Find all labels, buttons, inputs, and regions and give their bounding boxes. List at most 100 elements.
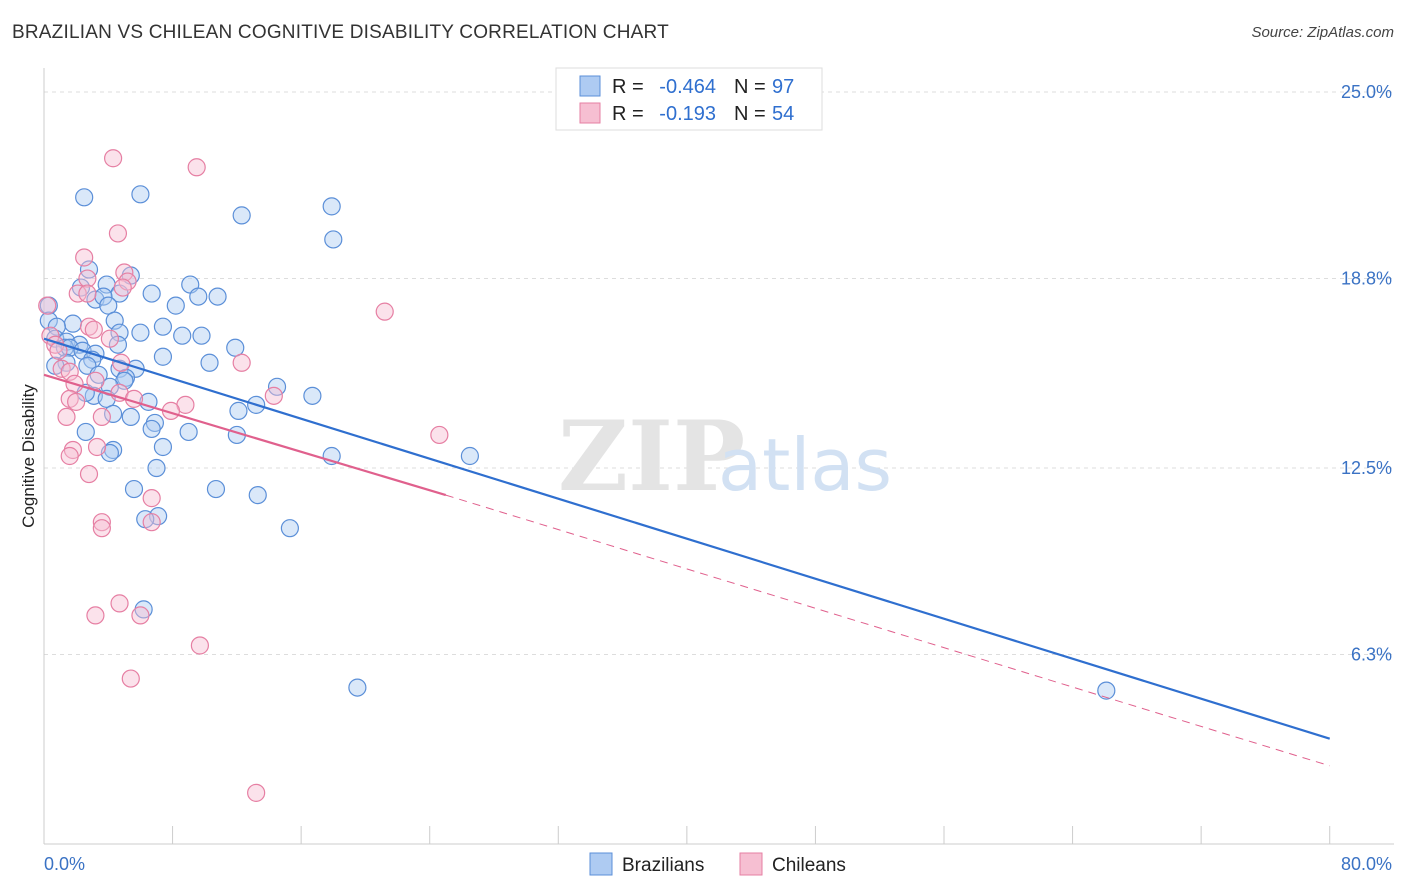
grid-layer xyxy=(44,91,1394,656)
y-tick-label: 25.0% xyxy=(1341,82,1392,102)
brazilian-point xyxy=(63,314,83,333)
x-tick-label-max: 80.0% xyxy=(1341,854,1392,874)
watermark: ZIP atlas xyxy=(558,400,892,513)
brazilian-point xyxy=(76,422,95,442)
brazilian-point xyxy=(280,519,299,538)
chilean-point xyxy=(108,224,128,243)
chilean-point xyxy=(92,513,111,532)
legend-r-value-2: -0.193 xyxy=(659,103,716,125)
legend-r-label-1: R = xyxy=(612,76,644,98)
legend-r-value-1: -0.464 xyxy=(659,76,716,98)
y-tick-label: 12.5% xyxy=(1341,458,1392,478)
legend-n-label-1: N = xyxy=(734,76,766,98)
chilean-point xyxy=(75,248,94,267)
watermark-atlas: atlas xyxy=(718,423,892,507)
source-label: Source: ZipAtlas.com xyxy=(1251,24,1394,41)
legend: R = -0.464 N = 97 R = -0.193 N = 54 xyxy=(555,67,823,131)
chilean-point xyxy=(60,446,79,466)
y-tick-label: 6.3% xyxy=(1351,645,1392,665)
chilean-point xyxy=(68,284,87,303)
chilean-point xyxy=(190,636,209,655)
chilean-point xyxy=(84,320,103,339)
bottom-legend-swatch-chileans xyxy=(739,852,763,876)
bottom-legend-chileans: Chileans xyxy=(772,855,846,876)
chilean-point xyxy=(187,158,206,177)
brazilian-point xyxy=(131,323,150,342)
chilean-point xyxy=(79,464,99,484)
brazilian-point xyxy=(192,326,211,345)
brazilian-point xyxy=(1097,681,1116,700)
chilean-point xyxy=(92,407,111,426)
brazilian-point xyxy=(142,284,161,303)
brazilian-point xyxy=(248,486,267,505)
chilean-point xyxy=(264,386,283,405)
brazilian-point xyxy=(147,458,166,478)
brazilian-point xyxy=(153,437,173,457)
chilean-point xyxy=(247,783,266,802)
brazilian-point xyxy=(179,422,198,442)
chilean-point xyxy=(67,392,86,411)
chilean-point xyxy=(113,278,132,297)
x-tick-label-min: 0.0% xyxy=(44,854,85,874)
brazilian-point xyxy=(124,479,144,499)
brazilian-point xyxy=(208,287,227,306)
chilean-trend-line xyxy=(43,373,447,497)
chilean-point xyxy=(60,362,79,381)
watermark-zip: ZIP xyxy=(558,400,745,513)
bottom-legend-brazilians: Brazilians xyxy=(622,855,704,876)
y-tick-label: 18.8% xyxy=(1341,269,1392,289)
legend-n-value-2: 54 xyxy=(772,103,794,125)
legend-swatch-chileans xyxy=(579,102,601,124)
chilean-point xyxy=(430,425,449,445)
chilean-point xyxy=(38,296,57,315)
chilean-point xyxy=(232,353,251,372)
chilean-point xyxy=(87,437,107,457)
brazilian-point xyxy=(153,317,173,336)
chilean-point xyxy=(110,594,129,613)
brazilian-point xyxy=(303,386,322,405)
brazilian-point xyxy=(105,311,124,330)
brazilian-point xyxy=(142,419,161,439)
chilean-point xyxy=(57,407,76,426)
chilean-point xyxy=(121,669,140,688)
y-axis-label: Cognitive Disability xyxy=(19,384,38,528)
legend-r-label-2: R = xyxy=(612,103,644,125)
brazilian-point xyxy=(229,401,248,420)
chart-title: BRAZILIAN VS CHILEAN COGNITIVE DISABILIT… xyxy=(12,22,669,43)
series-chileans xyxy=(38,149,449,802)
chilean-trend-extension xyxy=(445,494,1330,767)
chilean-point xyxy=(92,519,111,538)
chilean-point xyxy=(78,269,97,288)
chilean-point xyxy=(100,329,119,348)
brazilian-point xyxy=(121,407,140,426)
brazilian-point xyxy=(226,338,245,357)
legend-n-value-1: 97 xyxy=(772,76,794,98)
bottom-legend: Brazilians Chileans xyxy=(589,852,846,876)
brazilian-point xyxy=(173,326,192,345)
legend-n-label-2: N = xyxy=(734,103,766,125)
axes-layer: 6.3% 12.5% 18.8% 25.0% 0.0% 80.0% xyxy=(43,68,1394,874)
chilean-point xyxy=(78,284,97,303)
brazilian-point xyxy=(139,392,158,411)
chilean-point xyxy=(118,272,137,291)
chilean-point xyxy=(142,513,161,532)
brazilian-point xyxy=(79,260,99,279)
brazilian-point xyxy=(153,347,173,366)
chilean-point xyxy=(375,302,394,321)
bottom-legend-swatch-brazilians xyxy=(589,852,613,876)
brazilian-point xyxy=(460,446,479,466)
legend-swatch-brazilians xyxy=(579,75,601,97)
chilean-point xyxy=(104,149,123,168)
chilean-point xyxy=(86,606,105,625)
brazilian-point xyxy=(166,296,185,315)
brazilian-point xyxy=(189,287,208,306)
chilean-point xyxy=(131,606,150,625)
brazilian-point xyxy=(206,479,226,499)
chilean-point xyxy=(79,317,99,336)
brazilian-point xyxy=(99,296,118,315)
brazilian-point xyxy=(322,197,341,216)
brazilian-point xyxy=(200,353,219,372)
brazilian-point xyxy=(348,678,367,697)
chilean-point xyxy=(142,489,161,508)
